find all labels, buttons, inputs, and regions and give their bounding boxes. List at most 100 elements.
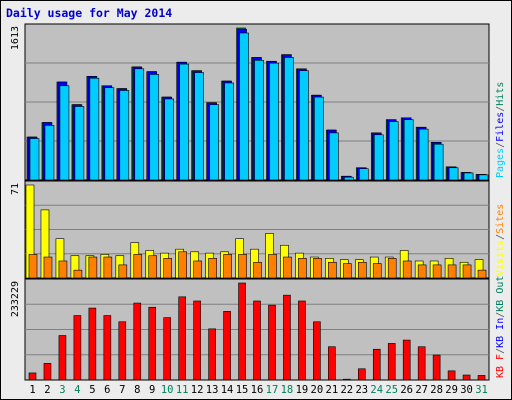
bar-sites [73, 269, 83, 279]
x-tick-label: 30 [460, 384, 473, 396]
bar-kb-f [387, 343, 396, 381]
chart-panels: 1613Pages/Files/Hits71Visits/Sites233229… [10, 23, 506, 381]
bar-pages [149, 74, 160, 181]
x-tick-label: 20 [311, 384, 324, 396]
x-tick-label: 24 [370, 384, 383, 396]
bar-kb-f [417, 346, 426, 381]
x-tick-label: 7 [119, 384, 125, 396]
legend-entry: / [495, 348, 506, 354]
x-tick-label: 4 [74, 384, 80, 396]
bar-kb-f [253, 300, 261, 381]
bar-sites [417, 264, 427, 279]
x-tick-label: 19 [296, 384, 309, 396]
x-tick-label: 29 [445, 384, 458, 396]
bar-sites [462, 264, 472, 279]
bar-sites [133, 254, 143, 279]
x-tick-label: 6 [104, 384, 110, 396]
bar-kb-f [357, 368, 366, 381]
x-tick-label: 10 [161, 384, 174, 396]
bar-kb-f [193, 300, 201, 381]
legend-entry: / [495, 106, 506, 112]
bar-sites [163, 258, 173, 279]
x-tick-label: 15 [236, 384, 249, 396]
x-tick-label: 21 [326, 384, 339, 396]
bar-pages [433, 143, 444, 181]
bar-kb-f [313, 321, 321, 381]
bar-kb-f [43, 363, 52, 381]
bar-pages [239, 32, 249, 181]
bar-kb-f [88, 307, 97, 381]
bar-kb-f [372, 348, 381, 381]
legend-visits: Visits/Sites [495, 204, 506, 276]
bar-pages [448, 167, 459, 181]
bar-pages [74, 106, 85, 181]
bar-sites [402, 260, 412, 279]
bar-pages [358, 168, 369, 181]
bar-pages [388, 121, 399, 181]
legend-hits: Pages/Files/Hits [495, 82, 506, 178]
bar-kb-f [328, 346, 336, 381]
bar-sites [372, 263, 382, 279]
bar-pages [164, 98, 175, 181]
bar-sites [58, 260, 68, 279]
bar-sites [28, 254, 38, 279]
y-max-label: 71 [10, 183, 21, 195]
bar-pages [269, 62, 279, 181]
bar-sites [43, 256, 53, 279]
bar-kb-f [402, 339, 411, 381]
legend-entry: Files [495, 112, 506, 142]
bar-sites [88, 256, 98, 279]
bar-pages [373, 134, 384, 181]
bar-sites [178, 251, 187, 279]
bar-pages [44, 125, 55, 181]
x-tick-label: 13 [206, 384, 219, 396]
bar-pages [418, 128, 429, 181]
bar-sites [193, 260, 202, 279]
bar-sites [283, 256, 292, 279]
bar-pages [329, 132, 339, 181]
bar-pages [209, 104, 219, 181]
bar-sites [268, 254, 277, 279]
legend-entry: / [495, 142, 506, 148]
bar-kb-f [477, 375, 486, 381]
bar-sites [387, 258, 397, 279]
bar-kb-f [178, 296, 186, 381]
x-tick-label: 3 [59, 384, 65, 396]
legend-entry: KB Out [495, 276, 506, 312]
panel-visits: 71 Visits/Sites [10, 180, 506, 279]
x-tick-label: 23 [355, 384, 368, 396]
y-max-label: 233229 [10, 281, 21, 317]
bar-sites [313, 258, 322, 279]
x-tick-label: 2 [44, 384, 50, 396]
bar-sites [343, 263, 352, 279]
legend-entry: Visits [495, 240, 506, 276]
x-tick-label: 25 [385, 384, 398, 396]
bar-pages [403, 119, 414, 181]
bar-kb-f [238, 282, 246, 381]
bar-pages [299, 70, 309, 181]
x-tick-label: 12 [191, 384, 204, 396]
x-tick-label: 22 [340, 384, 353, 396]
legend-entry: Hits [495, 82, 506, 106]
bar-sites [432, 264, 442, 279]
x-tick-label: 16 [251, 384, 264, 396]
bar-pages [104, 87, 115, 181]
x-tick-label: 5 [89, 384, 95, 396]
bar-kb-f [223, 311, 231, 381]
bar-pages [314, 96, 324, 181]
bar-pages [254, 60, 264, 181]
bar-sites [148, 255, 158, 279]
x-tick-label: 8 [134, 384, 140, 396]
x-tick-label: 28 [430, 384, 443, 396]
x-tick-label: 17 [266, 384, 279, 396]
chart-title: Daily usage for May 2014 [6, 6, 172, 20]
bar-pages [463, 172, 474, 181]
bar-sites [223, 254, 232, 279]
legend-kbytes: KB F/KB In/KB Out [495, 276, 506, 378]
bar-kb-f [148, 306, 157, 381]
bar-pages [59, 85, 70, 181]
bar-kb-f [103, 315, 112, 381]
bar-pages [344, 176, 354, 181]
bar-sites [328, 261, 337, 279]
